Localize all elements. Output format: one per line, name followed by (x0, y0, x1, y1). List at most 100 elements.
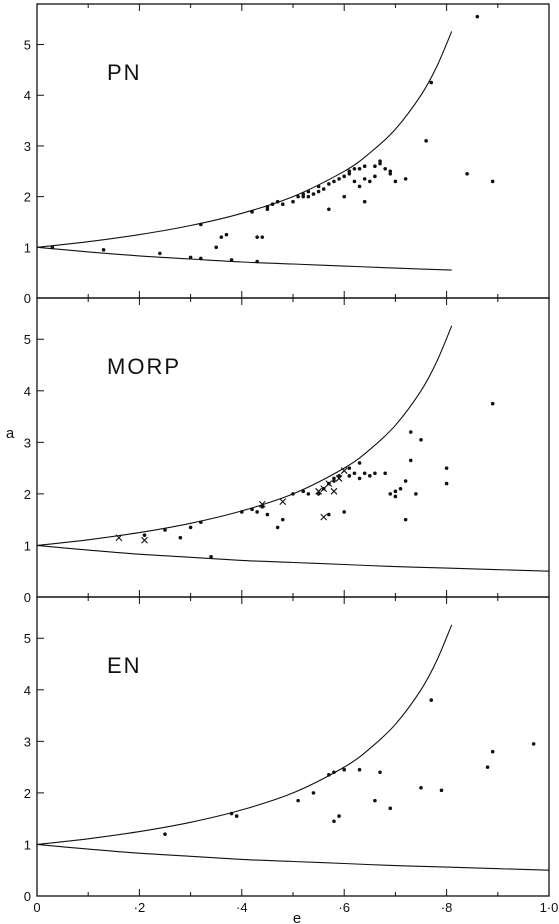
data-point (403, 177, 408, 181)
data-point (250, 210, 254, 214)
data-point (378, 770, 382, 775)
data-point (296, 798, 300, 803)
x-tick-label: ·8 (441, 900, 453, 915)
data-point (209, 554, 213, 559)
data-point (332, 479, 336, 483)
data-point (291, 199, 295, 204)
data-point (439, 788, 444, 793)
data-point (188, 255, 193, 260)
chart-area: 0 1 2 3 4 5 PN 0 1 2 3 4 5 MORP 0 1 2 3 4 5 EN 0 ·2 ·4 ·6 ·8 1·0 e a (6, 3, 558, 924)
data-point (275, 199, 280, 204)
data-point (490, 749, 495, 754)
data-point (142, 533, 147, 537)
data-point (224, 232, 229, 237)
data-point (306, 194, 311, 199)
data-point (465, 172, 469, 176)
data-point (270, 202, 275, 207)
data-point (260, 235, 265, 239)
data-point (357, 166, 362, 171)
data-point (316, 184, 321, 189)
x-tick-label: 0 (33, 900, 40, 915)
y-tick-label: 5 (24, 332, 31, 347)
data-point (332, 179, 336, 184)
y-tick-label: 4 (24, 683, 31, 698)
y-tick-label: 5 (24, 38, 31, 53)
panel-morp: 0 1 2 3 4 5 MORP (24, 297, 550, 605)
data-point (373, 798, 377, 803)
data-point (327, 207, 331, 212)
data-point (275, 525, 280, 530)
data-point (342, 174, 347, 179)
data-point (362, 177, 367, 181)
panel-en: 0 1 2 3 4 5 EN (24, 596, 550, 904)
data-point (403, 479, 408, 483)
data-point (378, 161, 382, 166)
data-point (444, 481, 449, 486)
x-tick-label: ·4 (236, 900, 248, 915)
data-point (280, 517, 285, 522)
data-point (255, 259, 259, 264)
data-point (255, 510, 259, 514)
data-point (388, 492, 393, 496)
data-point-cross (325, 480, 333, 487)
panel-label: MORP (107, 354, 181, 379)
data-point (337, 177, 341, 181)
data-point-cross (315, 487, 322, 495)
data-point (373, 471, 377, 476)
data-point (347, 172, 352, 176)
data-point (342, 767, 347, 772)
y-tick-label: 2 (24, 786, 31, 801)
data-point (352, 471, 357, 476)
y-tick-label: 1 (24, 240, 31, 255)
data-point (178, 535, 183, 540)
data-point (475, 14, 480, 19)
data-point (347, 466, 352, 470)
data-point (301, 194, 306, 199)
lower-boundary-curve (36, 544, 550, 572)
data-point (531, 742, 536, 746)
data-point (327, 512, 331, 517)
x-axis-label: e (293, 910, 301, 924)
data-point (199, 222, 203, 227)
data-point-cross (141, 536, 148, 544)
data-point (485, 765, 490, 769)
data-point (419, 437, 423, 442)
data-point-cross (279, 498, 287, 506)
data-point (101, 248, 106, 252)
panel-label: EN (107, 653, 142, 678)
data-point (357, 767, 362, 772)
data-point (265, 512, 270, 517)
data-point (357, 476, 362, 481)
data-point (429, 698, 434, 702)
data-point (188, 525, 193, 530)
y-tick-label: 3 (24, 734, 31, 749)
data-point (388, 172, 393, 176)
y-tick-label: 1 (24, 837, 31, 852)
data-point (352, 179, 357, 184)
data-point (306, 189, 311, 194)
data-point (352, 166, 357, 171)
data-point (240, 510, 244, 514)
data-point (50, 245, 55, 250)
data-point (388, 806, 393, 811)
data-point (199, 520, 203, 525)
data-point (332, 476, 336, 481)
y-tick-label: 2 (24, 190, 31, 205)
data-point (429, 80, 434, 85)
data-point (158, 251, 162, 256)
data-point-cross (330, 487, 338, 495)
data-point (234, 814, 239, 818)
data-point (373, 174, 377, 179)
data-point (357, 184, 362, 189)
data-point (337, 814, 341, 818)
data-point-cross (340, 467, 348, 475)
data-point (291, 492, 295, 496)
data-point (490, 179, 495, 184)
data-point (296, 194, 300, 199)
data-point (414, 492, 418, 496)
data-point-cross (335, 475, 343, 482)
y-axis-label: a (6, 425, 15, 442)
data-point (403, 517, 408, 522)
data-point (311, 791, 316, 795)
data-point (311, 192, 316, 196)
